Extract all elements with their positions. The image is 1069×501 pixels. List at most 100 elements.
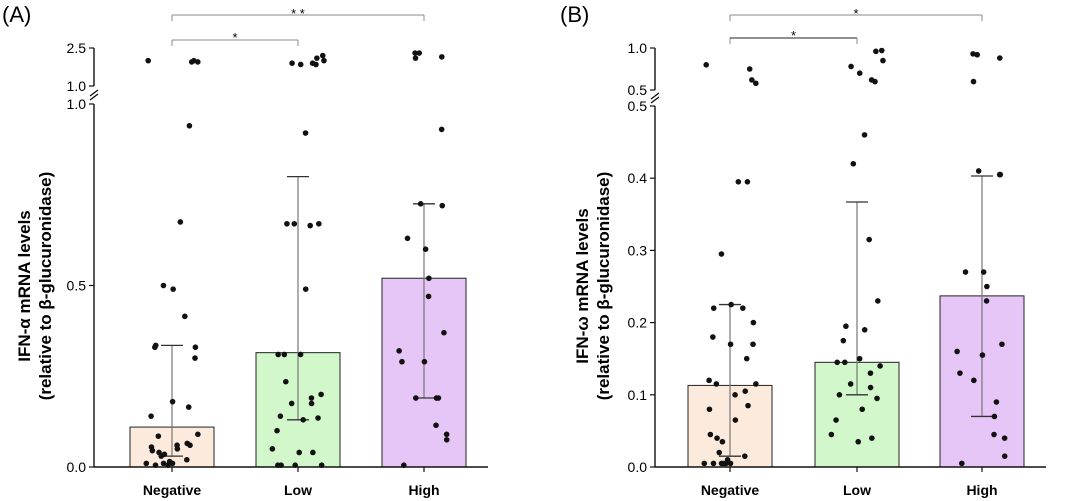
data-point [701, 460, 708, 467]
data-point [971, 377, 977, 384]
data-point [718, 251, 725, 257]
y-axis-label: IFN-α mRNA levels [15, 210, 34, 362]
y-tick-label: 0.3 [628, 242, 648, 258]
data-point [160, 460, 167, 467]
data-point [959, 460, 965, 467]
chart-panel-a: (A) IFN-α mRNA levels (relative to β-glucu… [0, 0, 534, 501]
x-tick-label: High [966, 482, 997, 498]
data-point [859, 406, 866, 413]
data-point [750, 319, 757, 326]
data-point [289, 60, 295, 66]
x-tick-label: Low [843, 482, 871, 498]
data-point [974, 51, 981, 58]
data-point [732, 392, 738, 398]
chart-b-svg: (B) IFN-ω mRNA levels (relative to β-glucu… [560, 2, 1046, 498]
data-point [710, 334, 716, 340]
data-point [728, 301, 734, 308]
data-point [880, 57, 886, 64]
data-point [874, 395, 880, 402]
data-point [997, 55, 1003, 61]
data-point [412, 55, 419, 61]
data-point [746, 66, 753, 72]
data-point [1001, 435, 1008, 441]
y-tick-label: 0.2 [628, 315, 648, 331]
data-point [843, 323, 849, 330]
y-tick-label: 2.5 [67, 40, 87, 56]
data-point [975, 168, 982, 174]
data-point [983, 298, 990, 304]
data-point [866, 236, 872, 243]
data-point [439, 54, 445, 60]
data-point [308, 400, 315, 407]
y-axis-label: (relative to β-glucuronidase) [594, 172, 613, 401]
data-point [192, 344, 199, 351]
data-point [297, 351, 304, 358]
data-point [413, 395, 419, 401]
data-point [836, 392, 843, 398]
y-tick-label: 0.0 [67, 459, 87, 475]
data-point [274, 427, 280, 434]
data-point [877, 363, 883, 369]
data-point [703, 62, 710, 68]
data-point [417, 201, 424, 207]
data-point [277, 413, 284, 419]
data-point [438, 126, 445, 133]
data-point [993, 399, 1000, 405]
data-point [707, 431, 714, 438]
data-point [195, 431, 201, 438]
data-point [314, 55, 320, 61]
data-point [833, 417, 839, 423]
data-point [310, 449, 316, 456]
data-point [275, 351, 281, 358]
data-point [170, 286, 176, 292]
data-point [742, 453, 748, 459]
data-point [288, 400, 295, 407]
data-point [433, 422, 439, 429]
data-point [842, 359, 848, 366]
data-point [185, 404, 192, 410]
axis-break-mark [650, 96, 660, 104]
data-point [315, 415, 321, 421]
data-point [421, 358, 428, 365]
data-point [318, 391, 324, 398]
axis-break-mark [89, 93, 99, 101]
data-point [984, 283, 990, 290]
data-point [416, 50, 423, 56]
data-point [855, 438, 862, 445]
data-point [426, 275, 432, 282]
data-point [742, 388, 749, 394]
data-point [143, 460, 150, 467]
data-point [727, 341, 734, 348]
data-point [840, 337, 847, 344]
data-point [399, 358, 405, 365]
data-point [149, 447, 156, 454]
y-tick-label: 0.5 [628, 82, 648, 98]
x-tick-label: Low [284, 482, 312, 498]
y-tick-label: 0.5 [67, 278, 87, 294]
data-point [291, 220, 298, 227]
chart-panel-b: (B) IFN-ω mRNA levels (relative to β-glucu… [535, 0, 1069, 501]
y-tick-label: 1.0 [67, 78, 87, 94]
x-tick-label: Negative [701, 482, 760, 498]
x-tick-label: High [408, 482, 439, 498]
data-point [710, 460, 717, 467]
data-point [735, 179, 742, 185]
data-point [991, 431, 997, 438]
data-point [721, 460, 727, 467]
data-point [319, 52, 326, 59]
data-point [745, 402, 751, 409]
data-point [713, 381, 720, 387]
data-point [753, 381, 759, 387]
y-tick-label: 0.4 [628, 170, 648, 186]
significance-label: * [232, 30, 237, 45]
data-point [169, 460, 176, 467]
data-point [740, 305, 746, 311]
data-point [308, 395, 315, 401]
data-point [313, 61, 319, 68]
data-point [850, 160, 857, 167]
panel-label: (A) [2, 2, 31, 27]
data-point [970, 78, 977, 85]
significance-label: * * [291, 6, 305, 21]
data-point [443, 431, 450, 438]
data-point [195, 59, 201, 65]
